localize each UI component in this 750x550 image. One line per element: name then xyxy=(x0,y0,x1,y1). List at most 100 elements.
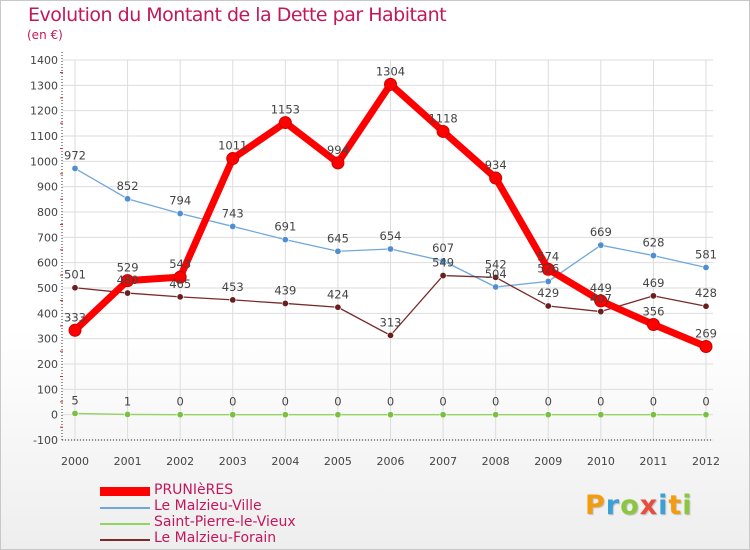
data-point xyxy=(176,293,184,301)
logo-letter: t xyxy=(668,490,683,521)
data-label: 0 xyxy=(282,395,289,409)
data-point xyxy=(281,411,289,419)
data-label: 0 xyxy=(702,395,709,409)
data-point xyxy=(492,283,500,291)
data-point xyxy=(597,411,605,419)
y-tick-label: -100 xyxy=(33,434,58,447)
data-label: 449 xyxy=(590,281,612,295)
data-point xyxy=(278,116,292,130)
data-label: 0 xyxy=(439,395,446,409)
data-point xyxy=(176,411,184,419)
chart-title: Evolution du Montant de la Dette par Hab… xyxy=(28,4,447,26)
legend-swatch-malzieu-ville xyxy=(100,507,150,509)
data-point xyxy=(699,340,713,354)
y-tick-label: 1400 xyxy=(30,54,58,67)
data-point xyxy=(334,247,342,255)
data-label: 269 xyxy=(695,327,717,341)
data-point xyxy=(544,277,552,285)
legend-item-saint-pierre: Saint-Pierre-le-Vieux xyxy=(100,514,360,530)
x-tick-label: 2002 xyxy=(166,455,194,468)
legend-item-malzieu-forain: Le Malzieu-Forain xyxy=(100,530,360,546)
data-point xyxy=(544,411,552,419)
data-label: 1011 xyxy=(218,139,247,153)
data-point xyxy=(281,299,289,307)
logo-letter: P xyxy=(585,490,606,521)
data-label: 465 xyxy=(169,277,191,291)
y-tick-label: 700 xyxy=(37,231,58,244)
data-label: 480 xyxy=(117,273,139,287)
data-label: 356 xyxy=(642,304,664,318)
data-label: 453 xyxy=(222,280,244,294)
data-point xyxy=(71,284,79,292)
data-point xyxy=(121,274,135,288)
x-tick-label: 2007 xyxy=(429,455,457,468)
data-label: 526 xyxy=(537,261,559,275)
data-label: 934 xyxy=(485,158,507,172)
x-tick-label: 2003 xyxy=(219,455,247,468)
data-label: 0 xyxy=(492,395,499,409)
legend-item-malzieu-ville: Le Malzieu-Ville xyxy=(100,498,360,514)
data-point xyxy=(649,411,657,419)
logo-letter: i xyxy=(658,490,669,521)
data-point xyxy=(594,294,608,308)
data-label: 1118 xyxy=(428,111,457,125)
x-tick-label: 2010 xyxy=(587,455,615,468)
data-point xyxy=(489,171,503,185)
x-tick-label: 2006 xyxy=(377,455,405,468)
y-tick-label: 100 xyxy=(37,383,58,396)
y-tick-label: 900 xyxy=(37,181,58,194)
x-tick-label: 2011 xyxy=(639,455,667,468)
data-label: 994 xyxy=(327,143,349,157)
data-label: 581 xyxy=(695,247,717,261)
x-tick-label: 2008 xyxy=(482,455,510,468)
data-point xyxy=(386,411,394,419)
legend-swatch-malzieu-forain xyxy=(100,539,150,541)
legend-label-malzieu-forain: Le Malzieu-Forain xyxy=(154,530,277,546)
data-label: 0 xyxy=(545,395,552,409)
data-label: 428 xyxy=(695,286,717,300)
data-label: 0 xyxy=(387,395,394,409)
data-point xyxy=(541,262,555,276)
data-point xyxy=(492,411,500,419)
data-label: 1304 xyxy=(376,64,405,78)
data-point xyxy=(649,292,657,300)
legend-swatch-saint-pierre xyxy=(100,523,150,525)
data-label: 669 xyxy=(590,225,612,239)
data-label: 0 xyxy=(334,395,341,409)
data-point xyxy=(544,302,552,310)
y-tick-label: 1100 xyxy=(30,130,58,143)
y-tick-label: 500 xyxy=(37,282,58,295)
data-label: 439 xyxy=(274,283,296,297)
x-tick-label: 2012 xyxy=(692,455,720,468)
y-tick-label: 200 xyxy=(37,358,58,371)
data-label: 0 xyxy=(229,395,236,409)
data-label: 542 xyxy=(485,257,507,271)
data-label: 313 xyxy=(380,315,402,329)
data-label: 0 xyxy=(650,395,657,409)
data-point xyxy=(124,410,132,418)
x-tick-label: 2004 xyxy=(271,455,299,468)
data-point xyxy=(229,296,237,304)
x-tick-label: 2001 xyxy=(114,455,142,468)
data-point xyxy=(71,164,79,172)
data-label: 333 xyxy=(64,310,86,324)
data-label: 504 xyxy=(485,267,507,281)
data-label: 654 xyxy=(380,229,402,243)
data-label: 424 xyxy=(327,287,349,301)
data-point xyxy=(492,273,500,281)
y-tick-label: 300 xyxy=(37,333,58,346)
data-label: 529 xyxy=(117,261,139,275)
data-label: 429 xyxy=(537,286,559,300)
data-label: 0 xyxy=(177,395,184,409)
y-tick-label: 1200 xyxy=(30,105,58,118)
x-tick-label: 2009 xyxy=(534,455,562,468)
logo-letter: i xyxy=(682,490,693,521)
legend-label-prunieres: PRUNIèRES xyxy=(154,482,234,498)
data-label: 743 xyxy=(222,206,244,220)
x-tick-label: 2005 xyxy=(324,455,352,468)
data-point xyxy=(439,257,447,265)
data-point xyxy=(597,241,605,249)
data-label: 972 xyxy=(64,148,86,162)
data-point xyxy=(439,411,447,419)
y-tick-label: 1000 xyxy=(30,155,58,168)
